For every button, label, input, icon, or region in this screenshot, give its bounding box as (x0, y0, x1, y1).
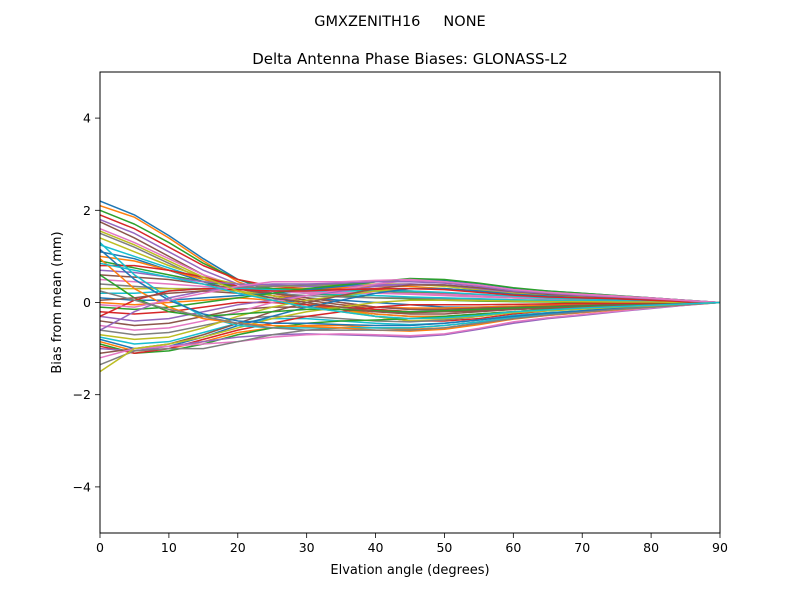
series-line-34 (99, 301, 721, 354)
x-tick-label: 20 (230, 540, 246, 555)
y-tick-label: −4 (73, 479, 91, 494)
x-tick-label: 90 (712, 540, 728, 555)
series-line-50 (99, 262, 721, 320)
series-line-47 (99, 278, 721, 308)
x-tick-label: 30 (299, 540, 315, 555)
x-tick-label: 50 (436, 540, 452, 555)
x-tick-label: 10 (161, 540, 177, 555)
x-tick-label: 60 (505, 540, 521, 555)
x-axis-label: Elvation angle (degrees) (330, 563, 489, 578)
y-axis-label: Bias from mean (mm) (50, 231, 65, 373)
series-line-48 (99, 290, 721, 331)
y-axis-ticks: −4 −2 0 2 4 (73, 111, 100, 494)
x-tick-label: 40 (368, 540, 384, 555)
series-lines (99, 200, 721, 373)
figure-suptitle: GMXZENITH16 NONE (314, 14, 485, 30)
y-tick-label: 0 (83, 295, 91, 310)
series-line-41 (99, 248, 721, 327)
x-axis-ticks: 0 10 20 30 40 50 60 70 80 90 (96, 533, 728, 555)
x-tick-label: 0 (96, 540, 104, 555)
series-line-39 (99, 299, 720, 373)
y-tick-label: 4 (83, 111, 91, 126)
x-tick-label: 70 (574, 540, 590, 555)
series-line-44 (99, 287, 721, 318)
series-line-36 (99, 284, 721, 354)
y-tick-label: 2 (83, 203, 91, 218)
series-line-37 (99, 301, 721, 359)
y-tick-label: −2 (73, 387, 91, 402)
x-tick-label: 80 (643, 540, 659, 555)
series-line-46 (99, 290, 721, 315)
chart-title: Delta Antenna Phase Biases: GLONASS-L2 (252, 50, 568, 68)
